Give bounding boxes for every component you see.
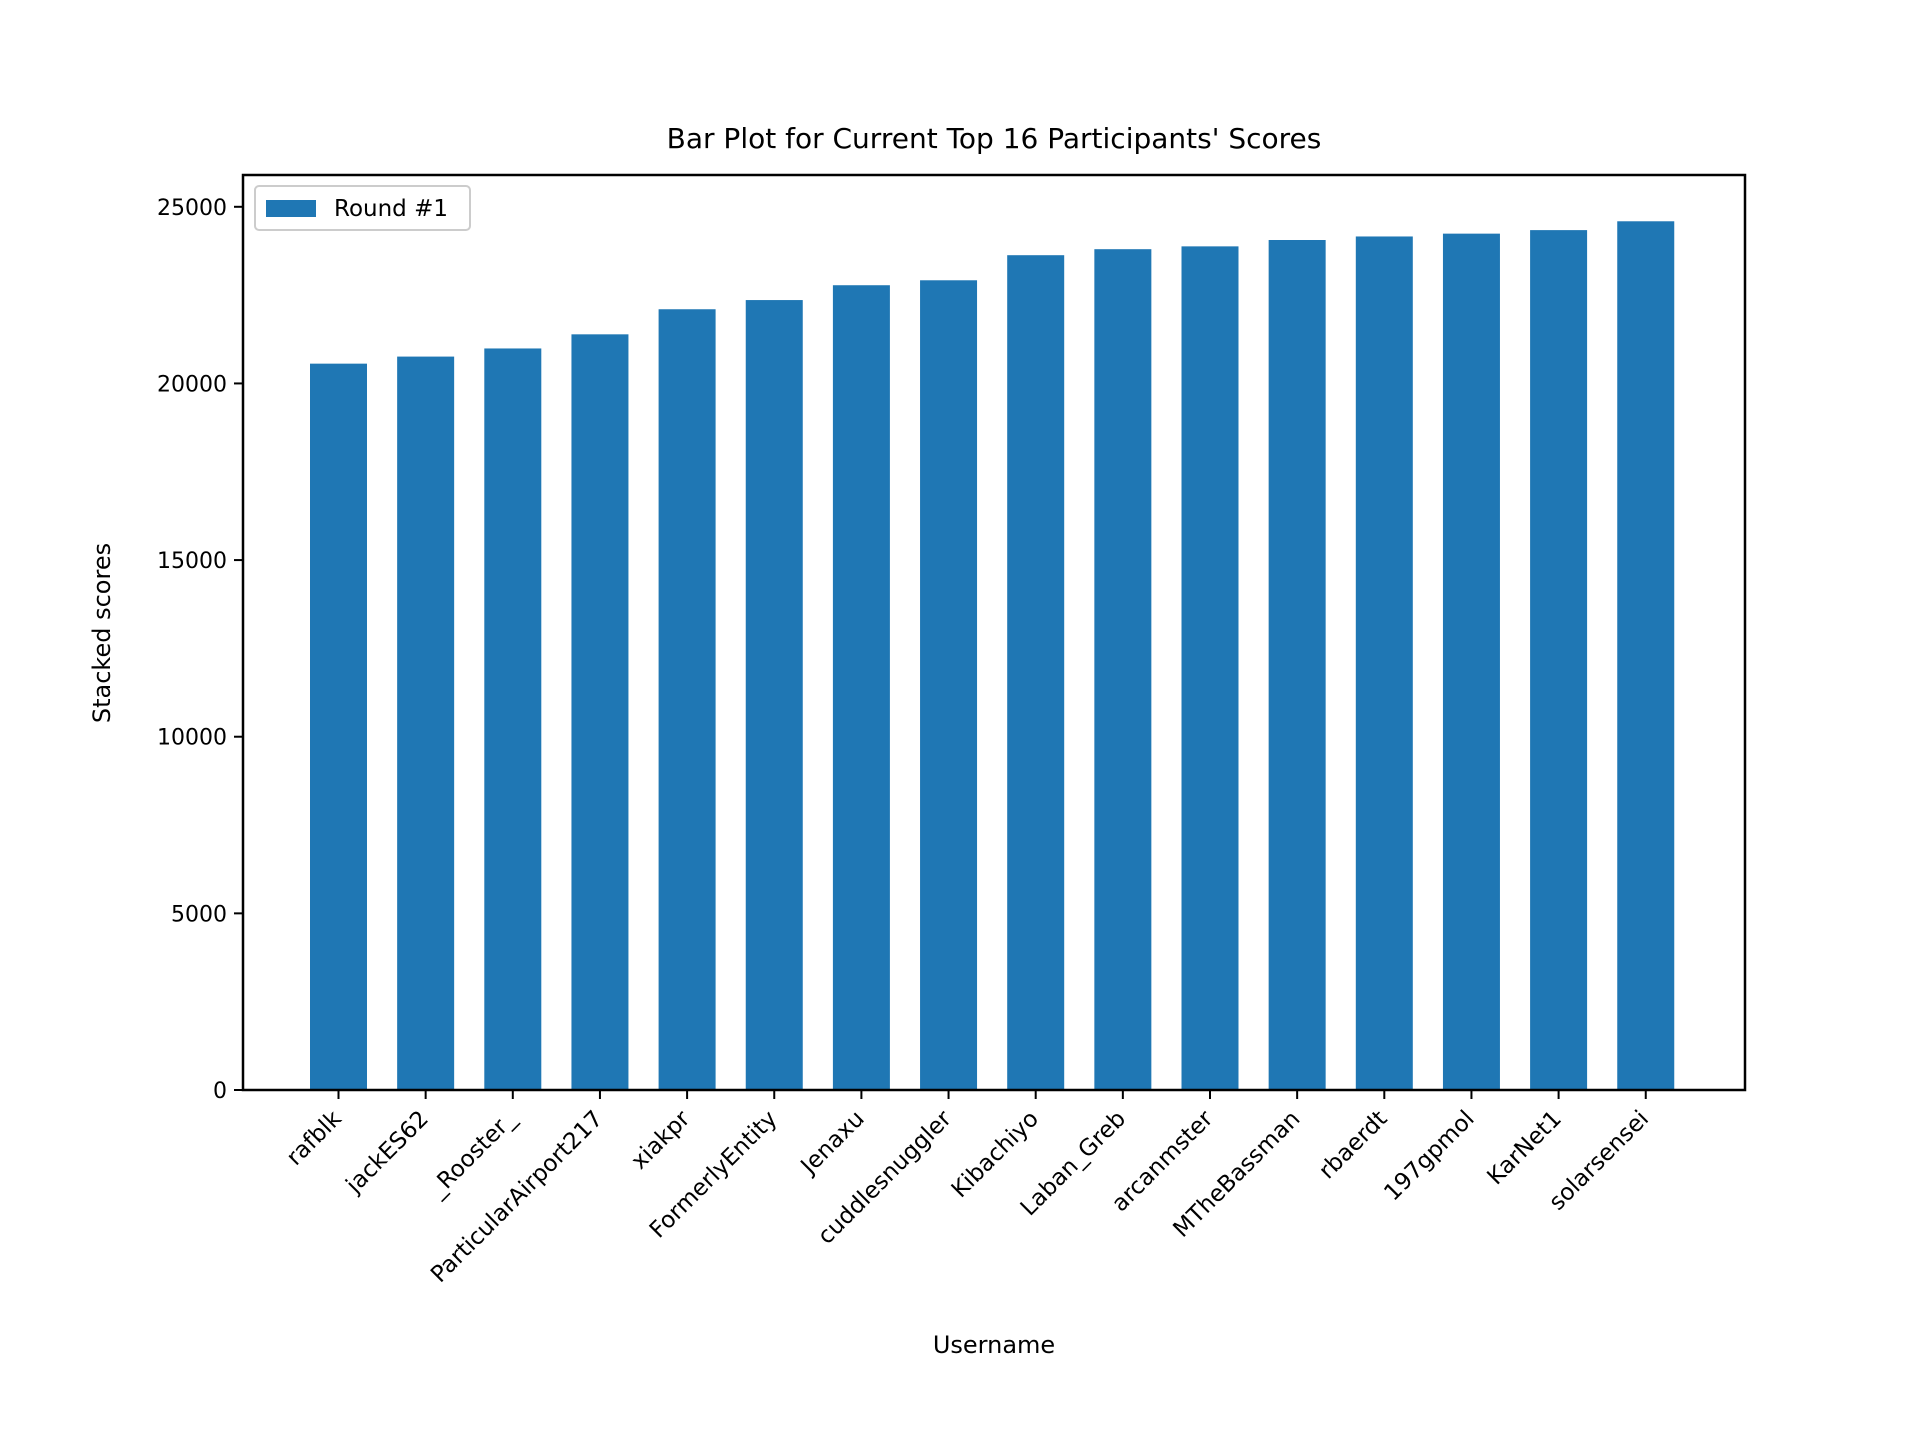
y-tick-label: 0	[213, 1079, 227, 1104]
y-tick-label: 20000	[157, 372, 227, 397]
y-tick-label: 5000	[171, 902, 227, 927]
bar-arcanmster	[1181, 246, 1239, 1091]
y-tick-label: 15000	[157, 549, 227, 574]
bar-Kibachiyo	[1007, 255, 1065, 1091]
bar-xiakpr	[658, 309, 716, 1091]
x-axis-label: Username	[933, 1331, 1055, 1359]
bars-layer	[310, 221, 1675, 1091]
plot-frame	[241, 173, 1747, 1092]
legend: Round #1	[254, 185, 471, 231]
bar-ParticularAirport217	[571, 334, 629, 1091]
y-tick-label: 10000	[157, 726, 227, 751]
y-axis: 0 5000 10000 15000 20000 25000	[157, 196, 243, 1104]
bar-KarNet1	[1530, 230, 1588, 1091]
bar-Jenaxu	[832, 285, 890, 1090]
legend-label: Round #1	[334, 196, 448, 222]
bar-Laban_Greb	[1094, 249, 1152, 1090]
chart-title: Bar Plot for Current Top 16 Participants…	[667, 122, 1322, 155]
bar-cuddlesnuggler	[920, 280, 978, 1091]
bar-197gpmol	[1442, 233, 1500, 1091]
bar-rbaerdt	[1355, 236, 1413, 1090]
y-tick-label: 25000	[157, 196, 227, 221]
legend-swatch	[266, 200, 316, 217]
bar-jackES62	[397, 356, 455, 1090]
legend-box	[254, 185, 471, 231]
y-axis-label: Stacked scores	[88, 543, 116, 723]
bar-rafblk	[310, 363, 367, 1091]
bar-_Rooster_	[484, 348, 542, 1090]
bar-FormerlyEntity	[745, 300, 803, 1090]
bar-MTheBassman	[1268, 240, 1326, 1091]
bar-solarsensei	[1617, 221, 1675, 1091]
